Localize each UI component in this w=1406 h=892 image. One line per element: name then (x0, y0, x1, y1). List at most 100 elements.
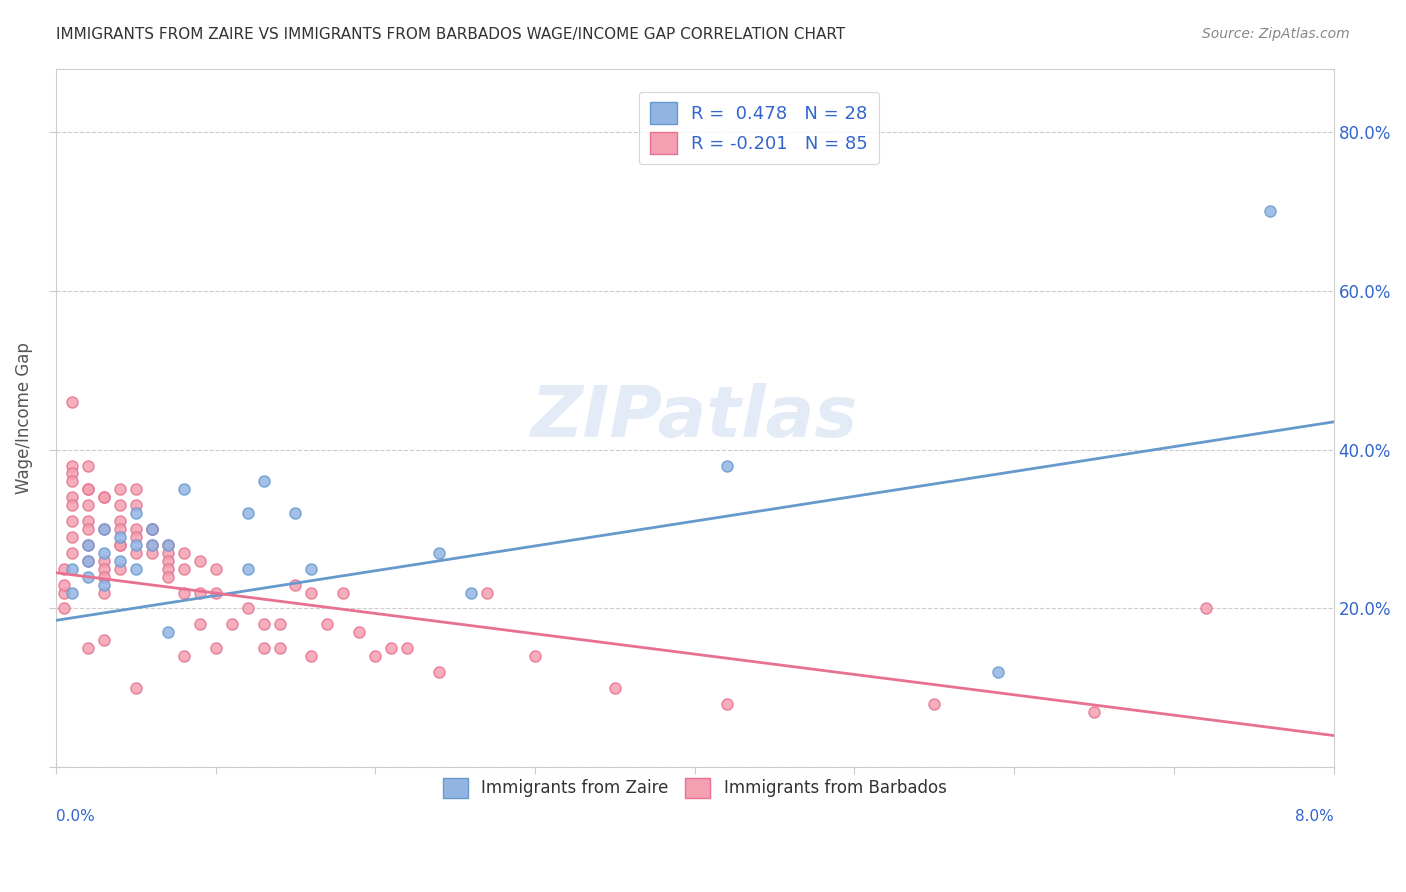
Point (76, 554, 98, 568)
Point (284, 577, 307, 591)
Point (125, 522, 148, 536)
Point (236, 506, 259, 520)
Point (141, 522, 163, 536)
Point (236, 562, 259, 576)
Point (108, 483, 131, 497)
Point (396, 641, 419, 656)
Text: 8.0%: 8.0% (1295, 809, 1334, 824)
Point (204, 585, 226, 599)
Text: IMMIGRANTS FROM ZAIRE VS IMMIGRANTS FROM BARBADOS WAGE/INCOME GAP CORRELATION CH: IMMIGRANTS FROM ZAIRE VS IMMIGRANTS FROM… (56, 27, 845, 42)
Point (108, 522, 131, 536)
Point (156, 554, 179, 568)
Point (141, 546, 163, 560)
Point (173, 585, 195, 599)
Point (125, 562, 148, 576)
Point (716, 458, 738, 473)
Point (108, 538, 131, 552)
Point (141, 538, 163, 552)
Point (125, 538, 148, 552)
Point (52, 562, 75, 576)
Point (987, 665, 1010, 679)
Point (76, 498, 98, 512)
Point (141, 538, 163, 552)
Point (93, 585, 115, 599)
Point (60, 395, 83, 409)
Point (52, 585, 75, 599)
Point (76, 514, 98, 528)
Point (221, 617, 243, 632)
Point (76, 538, 98, 552)
Point (125, 498, 148, 512)
Point (76, 538, 98, 552)
Point (60, 491, 83, 505)
Point (76, 570, 98, 584)
Point (52, 577, 75, 591)
Point (269, 617, 291, 632)
Point (204, 641, 226, 656)
Point (173, 649, 195, 664)
Point (364, 649, 387, 664)
Point (156, 546, 179, 560)
Point (108, 554, 131, 568)
Point (93, 577, 115, 591)
Point (460, 585, 482, 599)
Point (427, 546, 450, 560)
Y-axis label: Wage/Income Gap: Wage/Income Gap (15, 342, 32, 494)
Point (141, 522, 163, 536)
Point (349, 625, 371, 640)
Point (60, 475, 83, 489)
Point (125, 681, 148, 695)
Point (188, 617, 211, 632)
Point (60, 458, 83, 473)
Point (76, 522, 98, 536)
Point (93, 562, 115, 576)
Point (524, 649, 547, 664)
Point (60, 467, 83, 481)
Point (76, 483, 98, 497)
Point (173, 546, 195, 560)
Point (284, 506, 307, 520)
Point (173, 483, 195, 497)
Point (108, 514, 131, 528)
Point (125, 546, 148, 560)
Point (475, 585, 498, 599)
Point (301, 649, 323, 664)
Point (156, 625, 179, 640)
Point (156, 538, 179, 552)
Text: Source: ZipAtlas.com: Source: ZipAtlas.com (1202, 27, 1350, 41)
Point (316, 617, 339, 632)
Point (236, 601, 259, 615)
Text: ZIPatlas: ZIPatlas (531, 384, 859, 452)
Point (156, 538, 179, 552)
Point (252, 617, 274, 632)
Point (204, 562, 226, 576)
Point (93, 633, 115, 648)
Point (76, 483, 98, 497)
Legend: Immigrants from Zaire, Immigrants from Barbados: Immigrants from Zaire, Immigrants from B… (433, 767, 956, 808)
Point (93, 491, 115, 505)
Point (52, 601, 75, 615)
Point (1195, 601, 1218, 615)
Point (332, 585, 354, 599)
Point (125, 483, 148, 497)
Point (93, 522, 115, 536)
Point (93, 522, 115, 536)
Point (603, 681, 626, 695)
Point (60, 546, 83, 560)
Text: 0.0%: 0.0% (56, 809, 94, 824)
Point (93, 554, 115, 568)
Point (156, 570, 179, 584)
Point (252, 475, 274, 489)
Point (125, 506, 148, 520)
Point (125, 530, 148, 544)
Point (60, 530, 83, 544)
Point (252, 641, 274, 656)
Point (108, 530, 131, 544)
Point (301, 585, 323, 599)
Point (188, 585, 211, 599)
Point (924, 697, 946, 711)
Point (60, 585, 83, 599)
Point (76, 458, 98, 473)
Point (76, 641, 98, 656)
Point (93, 491, 115, 505)
